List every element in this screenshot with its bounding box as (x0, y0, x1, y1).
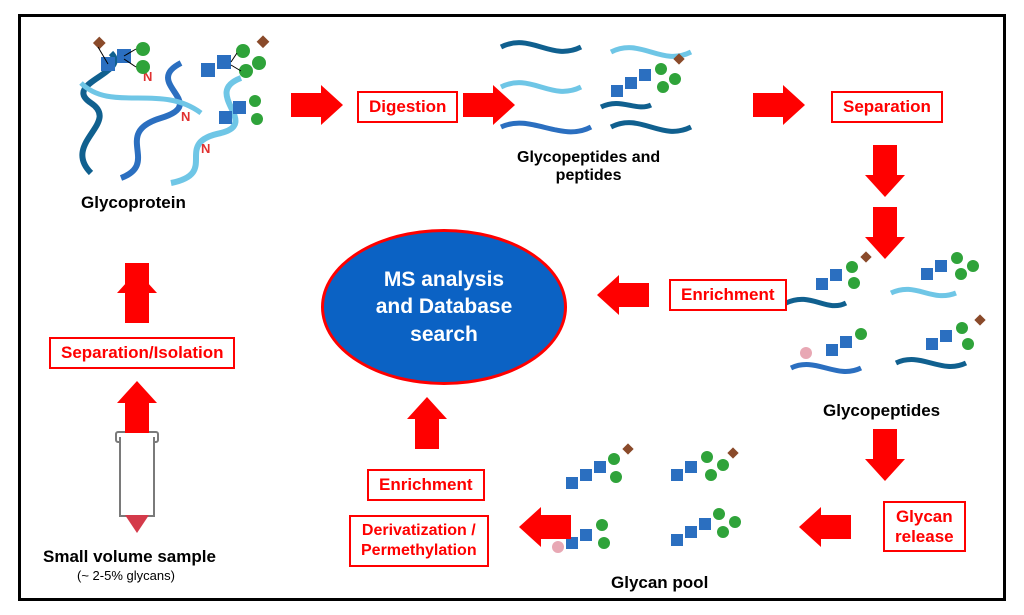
arrow-separation-to-enrichment (865, 145, 905, 197)
ms-analysis-text: MS analysis and Database search (376, 266, 513, 348)
sample-title: Small volume sample (43, 547, 216, 567)
glycopeptides-graphic (781, 253, 991, 403)
enrichment-bottom-box: Enrichment (367, 469, 485, 501)
glycoprotein-graphic: N N N (51, 23, 281, 193)
arrow-release-to-pool (799, 507, 851, 547)
diagram-frame: N N N (18, 14, 1006, 601)
arrow-glyco-to-digestion (291, 85, 343, 125)
digestion-box: Digestion (357, 91, 458, 123)
glycopeptides-label: Glycopeptides (823, 401, 940, 421)
glycoprotein-label: Glycoprotein (81, 193, 186, 213)
ms-analysis-ellipse: MS analysis and Database search (321, 229, 567, 385)
derivatization-box: Derivatization / Permethylation (349, 515, 489, 567)
arrow-enrichment-to-glycopeptides (865, 207, 905, 259)
svg-text:N: N (181, 109, 190, 124)
glyco-and-peptides-label: Glycopeptides and peptides (517, 149, 660, 186)
arrow-enrichment-to-center (407, 397, 447, 449)
enrichment-top-box: Enrichment (669, 279, 787, 311)
separation-isolation-box: Separation/Isolation (49, 337, 235, 369)
arrow-sample-to-glyco (117, 233, 157, 323)
arrow-peptides-to-separation (753, 85, 805, 125)
arrow-pool-to-deriv (519, 507, 571, 547)
arrow-glycopeptides-to-release (865, 429, 905, 481)
arrow-glycopeptides-to-center (597, 275, 649, 315)
svg-text:N: N (201, 141, 210, 156)
separation-box: Separation (831, 91, 943, 123)
sample-subtitle: (~ 2-5% glycans) (77, 569, 175, 584)
glycan-pool-label: Glycan pool (611, 573, 708, 593)
arrow-digestion-to-peptides (463, 85, 515, 125)
glycan-release-box: Glycan release (883, 501, 966, 552)
glycopeptides-peptides-graphic (491, 27, 711, 157)
arrow-sepiso-up (117, 381, 157, 433)
glycan-pool-graphic (561, 447, 771, 577)
